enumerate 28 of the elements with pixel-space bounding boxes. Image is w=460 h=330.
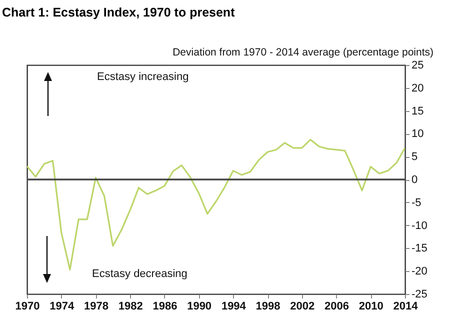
x-tick-label: 1998: [256, 300, 280, 312]
x-tick-label: 2010: [358, 300, 384, 312]
x-tick-label: 1970: [15, 300, 40, 312]
x-tick-label: 1982: [118, 300, 143, 312]
y-tick-label: 5: [412, 151, 418, 164]
line-series: [27, 138, 405, 271]
y-tick-label: -20: [412, 266, 428, 278]
y-tick-label: -15: [412, 242, 428, 255]
y-tick-label: 0: [412, 174, 418, 186]
x-tick-label: 2014: [393, 300, 419, 312]
x-tick-label: 1986: [152, 300, 178, 312]
annotation: Ecstasy decreasing: [92, 268, 188, 280]
y-tick-label: -10: [412, 220, 428, 232]
y-tick-label: -5: [412, 196, 422, 209]
annotation: Ecstasy increasing: [97, 71, 189, 83]
y-tick-label: 10: [412, 128, 424, 140]
y-tick-label: 20: [412, 82, 424, 94]
x-tick-label: 1990: [187, 300, 212, 312]
chart-title: Chart 1: Ecstasy Index, 1970 to present: [2, 6, 236, 20]
x-tick-label: 1974: [50, 300, 75, 312]
y-axis-title: Deviation from 1970 - 2014 average (percentage points): [172, 46, 434, 58]
x-tick-label: 2006: [324, 300, 350, 312]
x-tick-label: 1994: [221, 300, 247, 312]
y-tick-label: 15: [412, 105, 424, 118]
x-tick-label: 1978: [84, 300, 108, 312]
x-tick-label: 2002: [290, 300, 315, 312]
y-tick-label: -25: [412, 288, 428, 300]
y-tick-label: 25: [412, 60, 424, 72]
